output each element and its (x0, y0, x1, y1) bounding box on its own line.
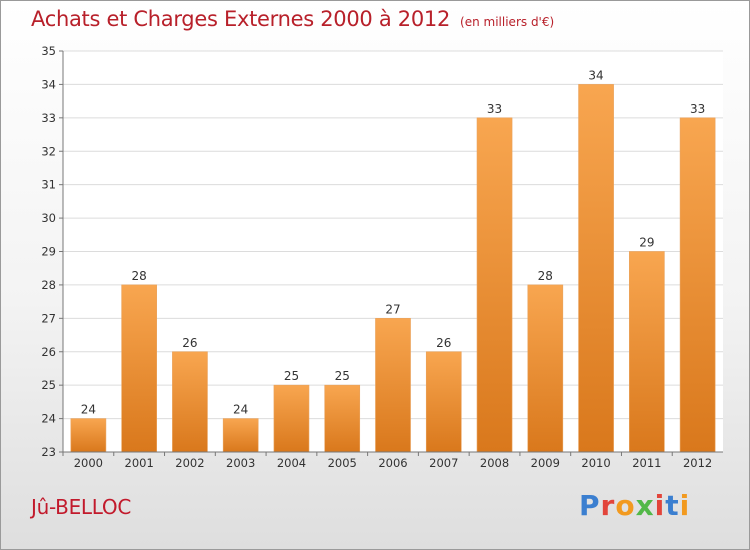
value-label: 28 (132, 269, 147, 283)
y-tick-label: 35 (41, 44, 56, 58)
x-tick-label: 2011 (632, 456, 661, 470)
y-tick-label: 33 (41, 111, 56, 125)
y-tick-label: 29 (41, 245, 56, 259)
x-tick-label: 2002 (175, 456, 204, 470)
value-label: 25 (284, 369, 299, 383)
logo-letter: x (635, 489, 655, 522)
bar-2011 (629, 251, 665, 453)
y-tick-label: 25 (41, 378, 56, 392)
x-tick-label: 2001 (125, 456, 154, 470)
chart-title: Achats et Charges Externes 2000 à 2012 (e… (31, 7, 555, 31)
bar-2012 (679, 117, 716, 453)
value-label: 26 (436, 336, 451, 350)
proxiti-logo: Proxiti (579, 489, 690, 522)
bar-2000 (70, 418, 107, 453)
y-tick-label: 31 (41, 178, 56, 192)
bar-2002 (172, 351, 208, 453)
value-label: 33 (690, 102, 705, 116)
bar-2006 (375, 318, 411, 453)
bar-2008 (476, 117, 513, 453)
y-tick-label: 26 (41, 345, 56, 359)
value-label: 26 (182, 336, 197, 350)
commune-name: Jû-BELLOC (31, 495, 132, 519)
bar-2001 (121, 284, 157, 453)
y-tick-label: 28 (41, 278, 56, 292)
y-tick-label: 24 (41, 412, 56, 426)
chart-unit: (en milliers d'€) (460, 15, 555, 29)
x-tick-label: 2004 (277, 456, 306, 470)
logo-letter: t (665, 489, 680, 522)
x-tick-label: 2008 (480, 456, 509, 470)
value-label: 33 (487, 102, 502, 116)
y-tick-label: 23 (41, 445, 56, 459)
logo-letter: P (579, 489, 601, 522)
y-tick-label: 34 (41, 77, 56, 91)
x-tick-label: 2000 (74, 456, 103, 470)
value-label: 25 (335, 369, 350, 383)
bar-2010 (578, 84, 614, 453)
y-tick-label: 27 (41, 311, 56, 325)
y-tick-label: 32 (41, 144, 56, 158)
logo-letter: i (679, 489, 691, 522)
bar-2004 (273, 384, 310, 453)
bar-2003 (222, 418, 259, 453)
logo-letter: r (600, 489, 616, 522)
x-tick-label: 2005 (328, 456, 357, 470)
value-label: 24 (233, 403, 248, 417)
bar-2005 (324, 384, 361, 453)
value-label: 34 (588, 68, 603, 82)
value-label: 29 (639, 236, 654, 250)
value-label: 28 (538, 269, 553, 283)
x-tick-label: 2012 (683, 456, 712, 470)
x-tick-label: 2010 (581, 456, 610, 470)
x-tick-label: 2007 (429, 456, 458, 470)
x-tick-label: 2006 (378, 456, 407, 470)
bar-2009 (527, 284, 564, 453)
value-label: 27 (385, 302, 400, 316)
logo-letter: i (654, 489, 666, 522)
value-label: 24 (81, 403, 96, 417)
x-tick-label: 2009 (531, 456, 560, 470)
y-tick-label: 30 (41, 211, 56, 225)
logo-letter: o (615, 489, 636, 522)
x-tick-label: 2003 (226, 456, 255, 470)
bar-2007 (425, 351, 462, 453)
